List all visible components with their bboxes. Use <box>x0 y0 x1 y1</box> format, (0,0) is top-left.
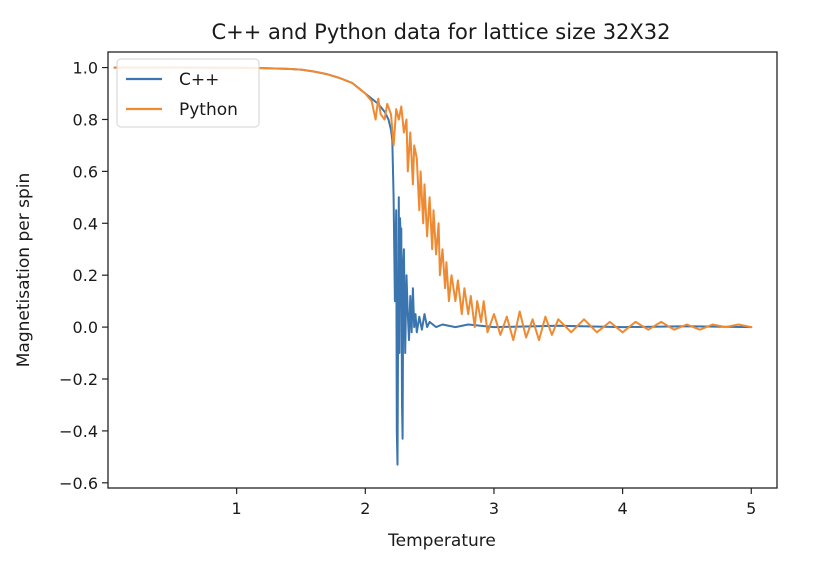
x-tick-label: 4 <box>618 499 628 518</box>
y-tick-label: −0.4 <box>59 422 98 441</box>
y-tick-label: 0.2 <box>73 266 98 285</box>
y-axis-label: Magnetisation per spin <box>14 173 34 368</box>
y-tick-label: −0.2 <box>59 370 98 389</box>
y-tick-label: 1.0 <box>73 59 98 78</box>
legend-label-python: Python <box>179 100 238 120</box>
plot-lines <box>113 66 753 466</box>
x-tick-label: 3 <box>489 499 499 518</box>
y-tick-label: 0.8 <box>73 110 98 129</box>
x-tick-label: 5 <box>746 499 756 518</box>
y-tick-label: 0.6 <box>73 162 98 181</box>
chart-title: C++ and Python data for lattice size 32X… <box>211 20 670 44</box>
plot-area-frame <box>107 51 778 489</box>
legend: C++ Python <box>116 58 260 128</box>
series-line-python <box>113 66 753 342</box>
x-tick-label: 2 <box>360 499 370 518</box>
y-tick-label: 0.4 <box>73 214 98 233</box>
y-tick-label: −0.6 <box>59 474 98 493</box>
legend-label-cpp: C++ <box>179 70 219 90</box>
x-tick-label: 1 <box>232 499 242 518</box>
x-axis-label: Temperature <box>387 531 496 551</box>
y-axis-ticks: −0.6 −0.4 −0.2 0.0 0.2 0.4 0.6 0.8 1.0 <box>59 59 108 493</box>
y-tick-label: 0.0 <box>73 318 98 337</box>
x-axis-ticks: 1 2 3 4 5 <box>232 488 756 518</box>
